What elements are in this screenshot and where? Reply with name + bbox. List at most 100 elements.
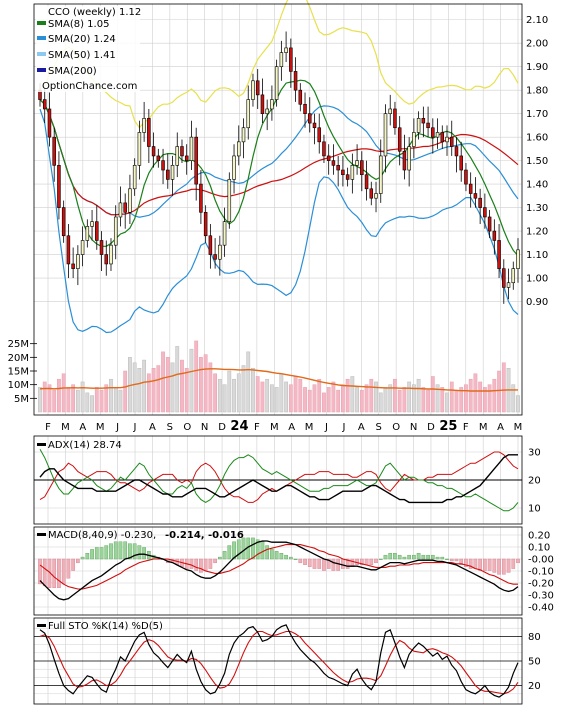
volume-bar [487, 384, 492, 413]
volume-bar [180, 359, 184, 413]
candle-body [464, 169, 468, 185]
candle-body [393, 108, 397, 129]
volume-bar [317, 378, 322, 413]
x-tick-label: J [115, 422, 119, 433]
volume-bar [298, 378, 303, 413]
macd-hist-bar [208, 558, 213, 569]
x-tick-label: D [218, 422, 226, 433]
macd-hist-bar [260, 541, 265, 560]
macd-hist-bar [227, 545, 232, 560]
volume-bar [378, 392, 383, 413]
macd-hist-bar [440, 556, 445, 560]
volume-bar [359, 389, 364, 413]
bollinger-lower-line [39, 108, 519, 334]
macd-hist-bar [383, 554, 388, 560]
macd-hist-bar [66, 558, 71, 579]
candle-body [132, 165, 137, 190]
candle-body [298, 89, 303, 105]
price-tick-label: 2.10 [526, 15, 548, 26]
x-tick-label: F [463, 422, 469, 433]
candle-body [435, 132, 440, 138]
adx-panel-frame [33, 435, 523, 525]
price-tick-label: 1.00 [526, 274, 548, 285]
volume-tick-label: 10M [8, 380, 29, 391]
candle-body [483, 207, 487, 218]
macd-hist-bar [38, 558, 42, 585]
volume-bar [501, 362, 506, 413]
candle-body [255, 80, 260, 96]
macd-hist-bar [80, 556, 85, 560]
candle-body [421, 118, 426, 124]
x-tick-label: M [305, 422, 314, 433]
candle-body [416, 118, 421, 133]
macd-hist-bar [345, 558, 350, 569]
candle-body [241, 127, 246, 143]
volume-bar [75, 389, 80, 413]
candle-body [180, 146, 184, 157]
macd-hist-bar [445, 558, 449, 561]
candle-body [506, 282, 511, 288]
macd-hist-bar [407, 554, 411, 560]
volume-bar [336, 389, 341, 413]
x-tick-label: A [497, 422, 504, 433]
volume-tick-label: 5M [14, 394, 29, 405]
macd-hist-bar [251, 537, 255, 560]
volume-bar [94, 387, 99, 413]
candle-body [227, 179, 232, 222]
sto-tick-label: 80 [528, 632, 541, 643]
macd-tick-label: 0.10 [528, 543, 550, 554]
macd-hist-bar [42, 558, 47, 587]
macd-hist-bar [364, 558, 369, 565]
candle-body [454, 146, 459, 157]
x-tick-label: A [358, 422, 365, 433]
volume-bar [80, 381, 85, 413]
volume-bar [113, 387, 118, 413]
candle-body [445, 136, 449, 143]
volume-bar [213, 373, 217, 413]
volume-bar [57, 378, 61, 413]
macd-hist-bar [312, 558, 317, 569]
volume-bar [42, 381, 47, 413]
macd-hist-bar [113, 541, 118, 560]
x-tick-label: A [288, 422, 295, 433]
volume-bar [274, 387, 279, 413]
x-tick-label: N [410, 422, 417, 433]
macd-tick-label: -0.40 [528, 603, 554, 614]
macd-hist-bar [430, 554, 435, 560]
macd-hist-bar [359, 558, 364, 565]
volume-bar [312, 384, 317, 413]
macd-hist-bar [85, 553, 90, 560]
candle-body [322, 141, 326, 157]
legend-box [36, 6, 140, 92]
macd-hist-bar [307, 558, 312, 567]
macd-hist-bar [341, 558, 345, 569]
macd-hist-bar [473, 558, 478, 569]
candle-body [156, 155, 161, 161]
volume-bar [459, 387, 464, 413]
candle-body [251, 80, 255, 100]
macd-hist-bar [279, 553, 284, 560]
volume-bar [468, 378, 473, 413]
legend-sma50: SMA(50) 1.41 [48, 50, 116, 61]
candle-body [431, 127, 435, 138]
volume-bar [66, 387, 71, 413]
candle-body [364, 174, 369, 190]
volume-bar [194, 340, 199, 413]
macd-hist-bar [516, 558, 520, 564]
macd-tick-label: 0.20 [528, 531, 550, 542]
candle-body [57, 165, 61, 208]
volume-bar [307, 389, 312, 413]
volume-ma-line [39, 368, 518, 392]
candle-body [270, 99, 274, 110]
volume-bar [85, 392, 90, 413]
macd-hist-bar [203, 558, 208, 571]
volume-bar [156, 365, 161, 413]
volume-bar [109, 378, 113, 413]
sma20-line [39, 99, 519, 218]
price-tick-label: 1.10 [526, 250, 548, 261]
candle-body [397, 127, 402, 152]
volume-bar [355, 387, 359, 413]
volume-bar [345, 378, 350, 413]
candle-body [66, 235, 71, 265]
volume-tick-label: 20M [8, 353, 29, 364]
